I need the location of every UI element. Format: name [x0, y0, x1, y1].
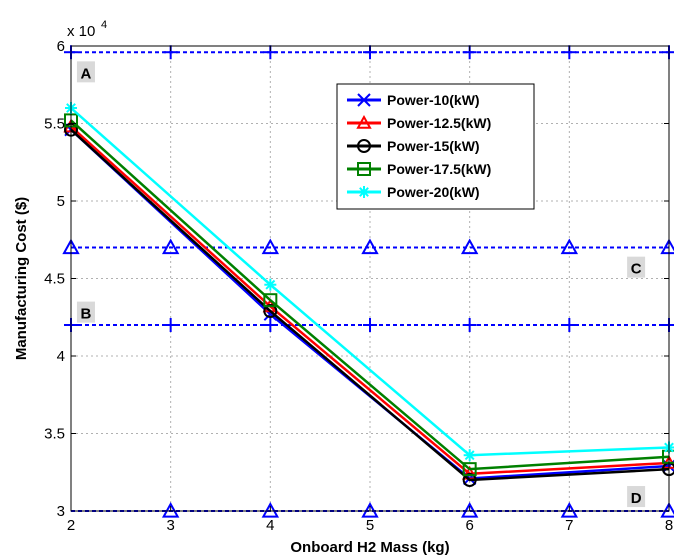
region-label-text: B — [81, 306, 92, 323]
reference-line-marker — [161, 501, 180, 518]
reference-line-marker — [460, 238, 479, 255]
legend-label: Power-15(kW) — [387, 138, 480, 154]
legend-marker — [358, 186, 370, 198]
legend-entry: Power-15(kW) — [347, 138, 480, 154]
region-label-box — [627, 486, 646, 508]
region-label-D: D — [627, 486, 646, 508]
region-label-text: A — [81, 65, 92, 82]
legend-entry: Power-20(kW) — [347, 184, 480, 200]
legend-label: Power-10(kW) — [387, 92, 480, 108]
data-point — [462, 473, 477, 487]
x-tick-label: 2 — [67, 517, 75, 534]
legend-label: Power-20(kW) — [387, 184, 480, 200]
y-tick-label: 4.5 — [44, 271, 65, 288]
region-label-text: C — [631, 261, 642, 278]
legend-entry: Power-17.5(kW) — [347, 161, 491, 177]
reference-line-marker — [261, 501, 280, 518]
reference-line-marker — [462, 318, 477, 332]
x-axis-label: Onboard H2 Mass (kg) — [290, 539, 449, 556]
series-line — [70, 128, 670, 482]
region-label-box — [76, 301, 95, 323]
legend-label: Power-17.5(kW) — [387, 161, 491, 177]
reference-line-marker — [261, 238, 280, 255]
y-tick-label: 3 — [57, 503, 65, 520]
reference-line-marker — [660, 501, 674, 518]
series-line — [70, 119, 670, 471]
data-point — [263, 293, 278, 308]
region-labels: A B C D — [76, 61, 646, 508]
y-tick-label: 6 — [57, 38, 65, 55]
y-axis-multiplier: x 10 4 — [67, 19, 107, 40]
data-point — [263, 304, 278, 319]
legend-marker — [357, 162, 371, 176]
y-tick-label: 5 — [57, 193, 65, 210]
y-tick-label: 5.5 — [44, 116, 65, 133]
legend-label: Power-12.5(kW) — [387, 115, 491, 131]
legend-entry: Power-12.5(kW) — [347, 114, 491, 131]
reference-line-marker — [562, 318, 577, 332]
data-point — [264, 278, 277, 291]
region-label-box — [76, 61, 95, 83]
y-multiplier-base: x 10 — [67, 23, 95, 40]
data-point — [463, 449, 476, 462]
data-point — [462, 462, 477, 477]
x-tick-label: 5 — [366, 517, 374, 534]
region-label-box — [627, 256, 646, 278]
y-axis-label: Manufacturing Cost ($) — [13, 197, 30, 360]
x-tick-label: 8 — [665, 517, 673, 534]
reference-line-marker — [460, 501, 479, 518]
series-line — [70, 107, 670, 457]
x-tick-label: 4 — [266, 517, 274, 534]
y-tick-label: 4 — [57, 348, 65, 365]
ticks: 2 3 4 5 6 7 833.544.555.56 — [44, 38, 673, 534]
reference-line-marker — [163, 318, 178, 332]
reference-line-marker — [560, 501, 579, 518]
reference-line-marker — [363, 318, 377, 332]
region-label-text: D — [631, 490, 642, 507]
legend-marker — [356, 114, 372, 129]
legend-marker — [357, 139, 371, 153]
legend: Power-10(kW) Power-12.5(kW) Power-15(kW) Po… — [336, 83, 535, 210]
legend-marker — [357, 93, 371, 107]
y-multiplier-exponent: 4 — [101, 19, 107, 31]
y-tick-label: 3.5 — [44, 426, 65, 443]
series-line — [70, 125, 670, 476]
region-label-B: B — [76, 301, 95, 323]
legend-entry: Power-10(kW) — [347, 92, 480, 108]
reference-line-marker — [361, 238, 379, 255]
reference-line-marker — [263, 318, 278, 332]
reference-line-marker — [361, 501, 379, 518]
reference-line-marker — [161, 238, 180, 255]
x-tick-label: 6 — [465, 517, 473, 534]
x-tick-label: 3 — [166, 517, 174, 534]
reference-line-marker — [560, 238, 579, 255]
region-label-C: C — [627, 256, 646, 278]
x-tick-label: 7 — [565, 517, 573, 534]
region-label-A: A — [76, 61, 95, 83]
